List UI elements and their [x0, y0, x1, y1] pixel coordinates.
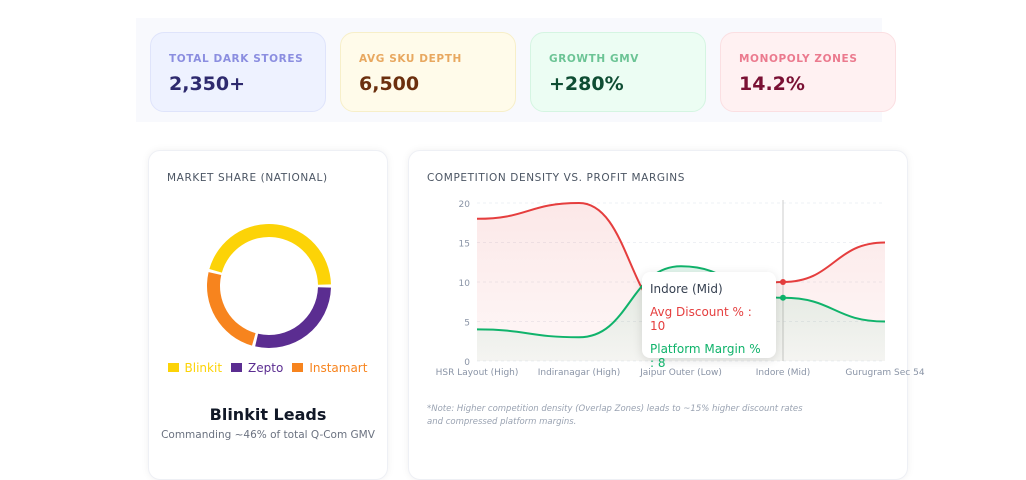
market-subtext: Commanding ~46% of total Q-Com GMV [161, 429, 375, 441]
active-point[interactable] [780, 294, 786, 301]
tooltip-discount: Avg Discount % : 10 [650, 305, 752, 333]
kpi-card: AVG SKU DEPTH 6,500 [340, 32, 516, 112]
kpi-value: 6,500 [359, 73, 420, 95]
y-tick-label: 10 [459, 279, 471, 289]
legend-label: Blinkit [184, 361, 223, 375]
series-line[interactable] [476, 265, 886, 339]
kpi-value: +280% [549, 73, 624, 95]
kpi-card: TOTAL DARK STORES 2,350+ [150, 32, 326, 112]
active-point[interactable] [780, 279, 786, 285]
y-tick-label: 0 [464, 358, 470, 368]
market-share-title: MARKET SHARE (NATIONAL) [167, 172, 328, 184]
tooltip-title: Indore (Mid) [650, 282, 723, 296]
x-tick-label: Jaipur Outer (Low) [639, 368, 722, 378]
kpi-label: TOTAL DARK STORES [169, 53, 304, 65]
legend-item[interactable]: Blinkit [167, 361, 226, 375]
kpi-value: 14.2% [739, 73, 805, 95]
donut-slice-blinkit[interactable] [209, 224, 331, 285]
x-tick-label: Gurugram Sec 54 [845, 368, 924, 378]
y-tick-label: 5 [464, 319, 470, 329]
market-share-panel: MARKET SHARE (NATIONAL) Blinkit Zepto Inst… [148, 150, 388, 480]
x-tick-label: Indiranagar (High) [538, 368, 621, 378]
legend-label: Instamart [309, 361, 368, 375]
market-headline: Blinkit Leads [209, 405, 327, 424]
legend-item[interactable]: Instamart [292, 361, 370, 375]
chart-tooltip: Indore (Mid) Avg Discount % : 10 Platfor… [642, 272, 776, 370]
donut-slice-zepto[interactable] [255, 287, 331, 348]
market-share-donut [207, 224, 331, 348]
competition-title: COMPETITION DENSITY VS. PROFIT MARGINS [427, 172, 685, 184]
competition-chart: 0 5 10 15 20 HSR Layout (High) Indiranagar (Hi… [436, 200, 925, 378]
kpi-card: GROWTH GMV +280% [530, 32, 706, 112]
legend-label: Zepto [248, 361, 284, 375]
y-tick-label: 15 [459, 240, 470, 250]
x-tick-label: HSR Layout (High) [436, 368, 519, 378]
donut-legend: Blinkit Zepto Instamart [149, 361, 389, 375]
kpi-label: AVG SKU DEPTH [359, 53, 462, 65]
kpi-strip: TOTAL DARK STORES 2,350+ AVG SKU DEPTH 6,50… [136, 18, 896, 122]
x-tick-label: Indore (Mid) [756, 368, 810, 378]
chart-note: *Note: Higher competition density (Overl… [427, 404, 803, 427]
y-tick-label: 20 [459, 200, 471, 210]
kpi-label: MONOPOLY ZONES [739, 53, 858, 65]
kpi-value: 2,350+ [169, 73, 246, 95]
tooltip-margin: Platform Margin % : 8 [650, 342, 761, 370]
kpi-label: GROWTH GMV [549, 53, 640, 65]
legend-item[interactable]: Zepto [231, 361, 286, 375]
donut-slice-instamart[interactable] [207, 272, 256, 346]
kpi-card: MONOPOLY ZONES 14.2% [720, 32, 896, 112]
